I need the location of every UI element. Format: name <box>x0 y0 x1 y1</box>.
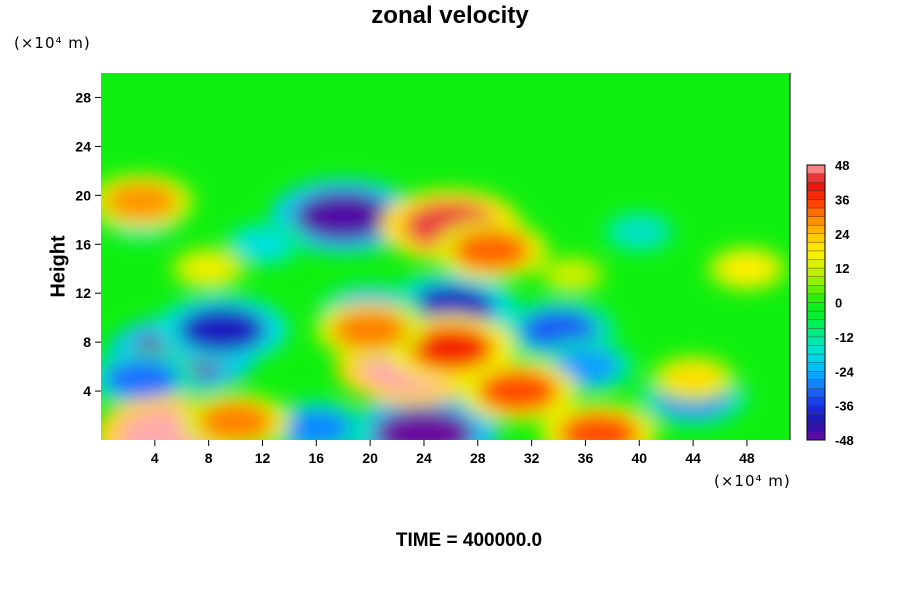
x-tick-label: 4 <box>151 450 159 466</box>
y-tick-label: 20 <box>75 187 91 203</box>
x-tick-label: 44 <box>685 450 701 466</box>
field-feature <box>373 408 474 440</box>
colorbar-segment <box>807 328 825 338</box>
chart-title: zonal velocity <box>371 2 529 29</box>
colorbar-segment <box>807 233 825 243</box>
field-feature <box>333 310 407 350</box>
x-axis-unit: (×10⁴ m) <box>714 472 791 490</box>
field-feature <box>548 261 595 289</box>
colorbar-segment <box>807 319 825 329</box>
colorbar-segment <box>807 345 825 355</box>
colorbar-tick-label: -48 <box>835 433 854 448</box>
colorbar-segment <box>807 354 825 364</box>
x-tick-label: 12 <box>255 450 271 466</box>
colorbar-segment <box>807 182 825 192</box>
colorbar-segment <box>807 268 825 278</box>
field-feature <box>478 370 558 412</box>
colorbar-segment <box>807 431 825 441</box>
field-feature <box>281 408 352 440</box>
colorbar-segment <box>807 173 825 183</box>
y-axis-unit: (×10⁴ m) <box>14 34 91 52</box>
field-feature <box>294 191 392 242</box>
colorbar-tick-label: -24 <box>835 364 855 379</box>
colorbar-segment <box>807 242 825 252</box>
plot-area <box>101 73 790 440</box>
colorbar-tick-label: 36 <box>835 192 849 207</box>
colorbar-tick-label: 48 <box>835 158 849 173</box>
y-tick-label: 24 <box>75 138 91 154</box>
colorbar-segment <box>807 397 825 407</box>
field-feature <box>408 325 494 371</box>
colorbar: 48 36 24 12 0 -12 -24 -36 -48 <box>806 158 855 448</box>
field-feature <box>559 412 639 440</box>
colorbar-segment <box>807 379 825 389</box>
colorbar-segment <box>807 165 825 175</box>
colorbar-segment <box>807 225 825 235</box>
y-tick-label: 4 <box>83 383 91 399</box>
colorbar-tick-label: 12 <box>835 261 849 276</box>
colorbar-tick-label: -36 <box>835 399 854 414</box>
field-feature <box>178 306 267 353</box>
field-feature <box>104 359 178 399</box>
field-feature <box>234 228 290 260</box>
field-feature <box>182 254 235 284</box>
colorbar-segment <box>807 216 825 226</box>
colorbar-segment <box>807 302 825 312</box>
x-tick-label: 20 <box>362 450 378 466</box>
field-feature <box>664 362 723 395</box>
x-tick-label: 8 <box>205 450 213 466</box>
colorbar-segment <box>807 371 825 381</box>
y-tick-label: 28 <box>75 89 91 105</box>
colorbar-tick-label: 24 <box>835 227 850 242</box>
colorbar-segment <box>807 422 825 432</box>
colorbar-segment <box>807 207 825 218</box>
y-tick-label: 8 <box>83 334 91 350</box>
field-feature <box>199 402 273 440</box>
colorbar-segment <box>807 285 825 295</box>
colorbar-segment <box>807 250 825 261</box>
colorbar-segment <box>807 259 825 269</box>
x-tick-label: 16 <box>309 450 325 466</box>
colorbar-segment <box>807 190 825 200</box>
x-tick-label: 28 <box>470 450 486 466</box>
colorbar-tick-label: 0 <box>835 296 842 311</box>
x-tick-label: 24 <box>416 450 432 466</box>
colorbar-segment <box>807 405 825 415</box>
field-feature <box>719 253 775 285</box>
x-tick-label: 48 <box>739 450 755 466</box>
colorbar-tick-label: -12 <box>835 330 854 345</box>
colorbar-segment <box>807 336 825 346</box>
field-feature <box>613 217 666 247</box>
colorbar-segment <box>807 362 825 372</box>
colorbar-border <box>806 164 826 441</box>
colorbar-segment <box>807 199 825 209</box>
colorbar-segment <box>807 388 825 398</box>
x-tick-label: 40 <box>631 450 647 466</box>
colorbar-segment <box>807 414 825 424</box>
colorbar-segment <box>807 293 825 303</box>
time-label: TIME = 400000.0 <box>395 530 543 551</box>
field-feature <box>106 182 177 221</box>
colorbar-segment <box>807 311 825 321</box>
colorbar-segment <box>807 276 825 286</box>
x-tick-label: 32 <box>524 450 540 466</box>
field-feature <box>453 230 530 271</box>
y-tick-label: 16 <box>75 236 91 252</box>
y-tick-label: 12 <box>75 285 91 301</box>
x-tick-label: 36 <box>578 450 594 466</box>
